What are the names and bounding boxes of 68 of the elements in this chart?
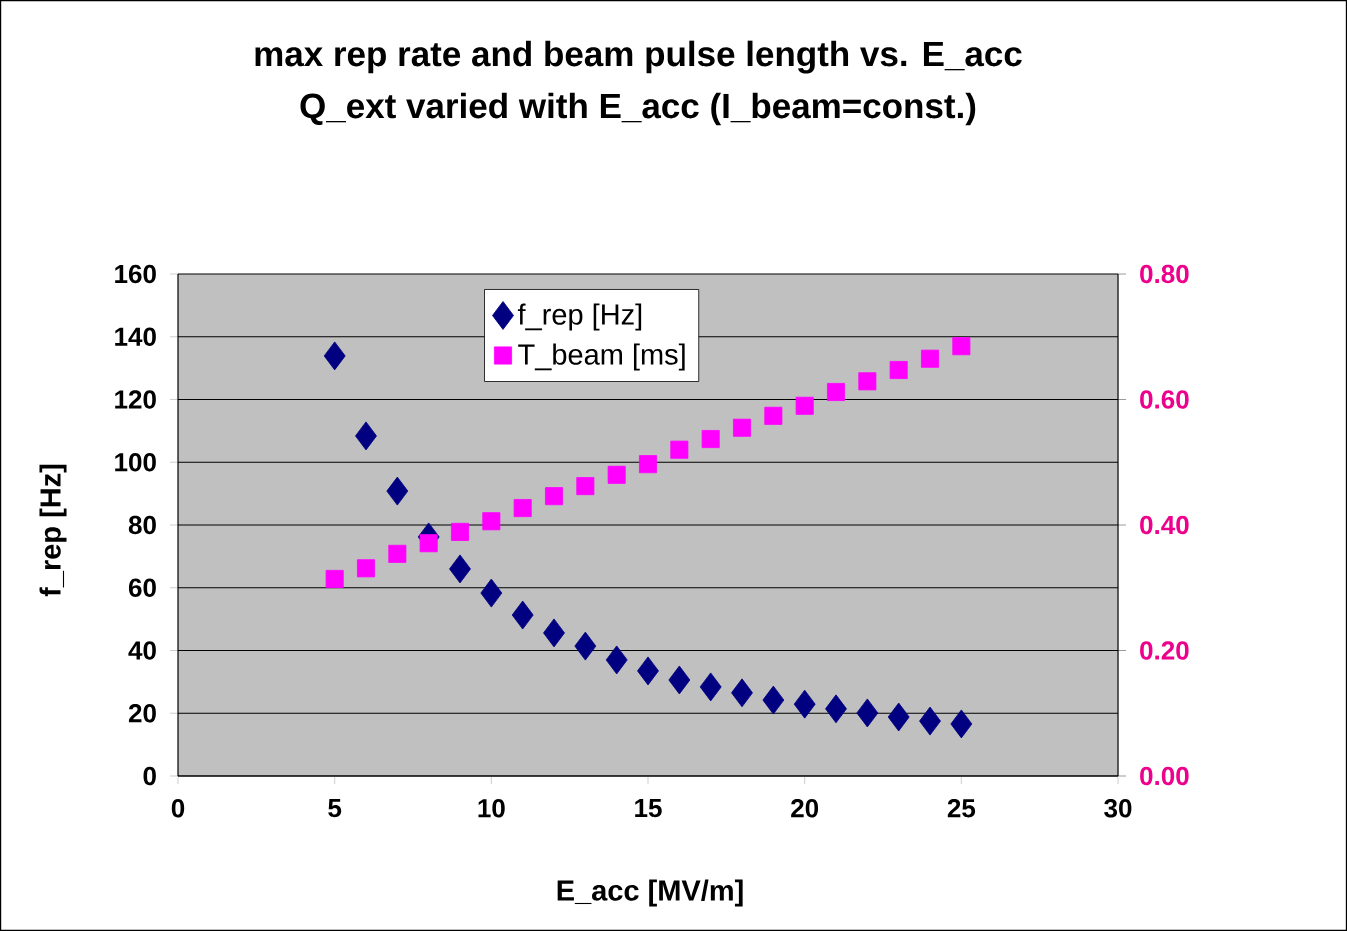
y-tick-label: 100 — [115, 453, 156, 472]
point — [825, 694, 847, 724]
x-tick-label: 10 — [478, 799, 505, 818]
y-tick-label: 40 — [128, 641, 156, 660]
point — [701, 430, 720, 449]
point — [762, 685, 785, 715]
point — [480, 578, 503, 608]
x-tick-label: 25 — [947, 799, 976, 818]
point — [419, 534, 438, 553]
x-axis-title: E_acc [MV/m] — [557, 879, 743, 907]
point — [668, 665, 691, 695]
point — [325, 569, 344, 588]
point — [919, 706, 941, 736]
point — [887, 702, 910, 732]
point — [889, 361, 908, 380]
y-tick-label: 80 — [128, 515, 156, 535]
point — [699, 672, 722, 702]
y-tick-label: 120 — [115, 390, 156, 409]
point — [733, 418, 752, 437]
y2-tick-label: 0.80 — [1140, 264, 1189, 284]
point — [607, 465, 626, 484]
y-tick-label: 140 — [115, 327, 156, 346]
x-tick-label: 20 — [791, 799, 819, 818]
point — [323, 341, 346, 371]
x-tick-label: 5 — [328, 799, 342, 818]
y-axis-title: f_rep [Hz] — [39, 464, 67, 597]
point — [511, 600, 534, 630]
y2-tick-label: 0.40 — [1140, 515, 1189, 535]
x-tick-label: 0 — [171, 799, 185, 818]
y-tick-label: 60 — [128, 578, 156, 597]
point — [605, 645, 628, 675]
point — [764, 406, 783, 425]
point — [921, 349, 940, 368]
point — [795, 396, 814, 415]
chart-subtitle: Q_ext varied with E_acc (I_beam=const.) — [300, 92, 976, 126]
point — [545, 487, 564, 506]
chart-title: max rep rate and beam pulse length vs. E_acc — [255, 40, 1022, 74]
x-tick-label: 15 — [635, 799, 662, 818]
point — [451, 522, 470, 541]
y-tick-label: 160 — [115, 264, 156, 284]
legend-label: f_rep [Hz] — [517, 303, 642, 331]
point — [637, 656, 659, 686]
legend-label: T_beam [ms] — [518, 343, 685, 371]
point — [858, 372, 877, 391]
point — [670, 440, 689, 459]
point — [827, 382, 846, 401]
x-tick-label: 30 — [1104, 799, 1132, 818]
y-tick-label: 0 — [143, 766, 156, 786]
point — [386, 476, 409, 506]
y2-tick-label: 0.60 — [1140, 390, 1189, 409]
point — [952, 337, 971, 356]
point — [449, 554, 471, 584]
point — [856, 698, 879, 728]
point — [388, 544, 407, 563]
y-tick-label: 20 — [128, 704, 156, 723]
point — [357, 559, 376, 578]
point — [731, 678, 753, 708]
point — [950, 709, 973, 739]
y2-tick-label: 0.00 — [1140, 766, 1189, 786]
point — [482, 512, 501, 531]
y2-tick-label: 0.20 — [1140, 641, 1189, 660]
point — [576, 477, 595, 496]
point — [639, 455, 658, 474]
point — [355, 421, 377, 451]
point — [793, 689, 816, 719]
point — [543, 618, 565, 648]
point — [574, 631, 597, 661]
point — [513, 499, 532, 518]
